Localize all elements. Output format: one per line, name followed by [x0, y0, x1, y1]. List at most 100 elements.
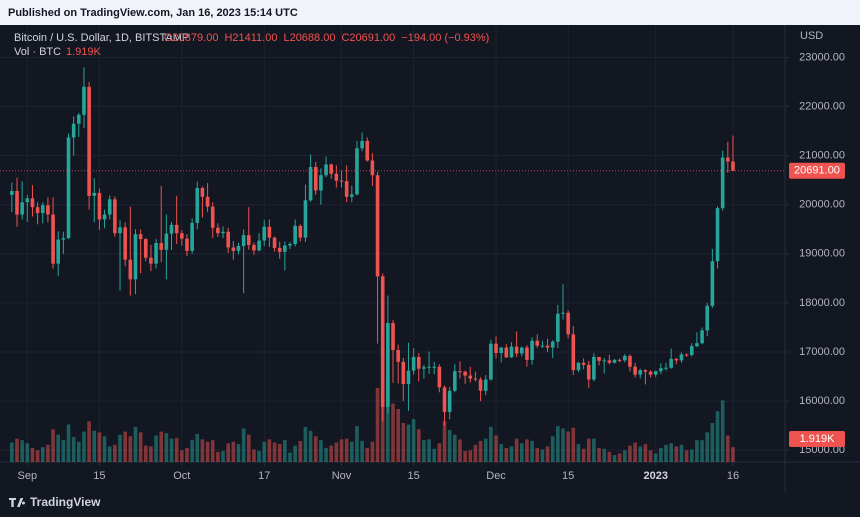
volume-bar — [272, 442, 277, 462]
candle-body — [494, 343, 498, 353]
volume-bar — [344, 438, 349, 462]
volume-bar — [267, 439, 272, 462]
candle-body — [370, 160, 375, 176]
candle-body — [97, 192, 102, 220]
candle-body — [138, 234, 143, 240]
candle-body — [380, 276, 385, 408]
candle-body — [432, 366, 437, 368]
candle-body — [334, 173, 339, 181]
volume-bar — [586, 438, 591, 462]
volume-bar — [10, 442, 14, 462]
candle-body — [329, 164, 334, 174]
candle-body — [25, 198, 30, 203]
candle-body — [540, 345, 545, 347]
candle-body — [442, 387, 447, 412]
volume-bar — [674, 446, 679, 462]
volume-bar — [303, 426, 308, 462]
candle-body — [185, 238, 189, 251]
candle-body — [10, 190, 14, 195]
candle-body — [283, 245, 287, 252]
volume-bar — [509, 446, 514, 462]
volume-bar — [432, 448, 437, 462]
volume-bar — [236, 444, 241, 462]
volume-bar — [731, 447, 735, 462]
candle-body — [344, 181, 349, 197]
volume-bar — [123, 431, 127, 462]
candle-body — [710, 261, 715, 306]
candle-body — [56, 239, 61, 264]
candle-body — [77, 114, 81, 124]
volume-bar — [391, 403, 395, 462]
volume-bar — [97, 432, 102, 462]
volume-bar — [416, 429, 421, 462]
candle-body — [102, 214, 107, 220]
candle-body — [123, 227, 127, 260]
volume-bar — [478, 440, 483, 462]
x-tick-label: 15 — [407, 470, 419, 482]
volume-bar — [118, 434, 122, 462]
candle-body — [319, 175, 323, 191]
volume-bar — [473, 444, 478, 462]
candle-body — [51, 214, 55, 264]
y-tick-label: 23000.00 — [799, 51, 845, 63]
volume-bar — [519, 443, 524, 462]
candle-body — [545, 345, 550, 348]
x-tick-label: Sep — [18, 470, 38, 482]
candle-body — [597, 356, 601, 361]
volume-bar — [597, 447, 601, 462]
candle-body — [66, 137, 71, 239]
legend-value: O20879.00 — [164, 32, 218, 44]
axis-label: USD — [800, 30, 823, 42]
volume-bar — [442, 421, 447, 462]
candle-body — [643, 370, 648, 372]
candle-body — [241, 235, 246, 246]
volume-bar — [483, 438, 488, 462]
candle-body — [401, 361, 406, 384]
volume-bar — [180, 450, 184, 462]
volume-bar — [30, 447, 35, 462]
volume-bar — [46, 444, 50, 462]
y-tick-label: 16000.00 — [799, 395, 845, 407]
volume-bar — [87, 421, 91, 462]
candle-body — [411, 356, 416, 371]
volume-bar — [669, 443, 673, 462]
candle-body — [674, 358, 679, 361]
candle-body — [617, 359, 622, 361]
volume-bar — [545, 446, 550, 462]
volume-bar — [257, 451, 261, 462]
volume-legend: 1.919K — [66, 46, 102, 58]
candle-body — [324, 164, 328, 176]
volume-bar — [628, 445, 632, 462]
candle-body — [190, 222, 194, 251]
candle-body — [478, 379, 483, 391]
volume-bar — [643, 444, 648, 462]
volume-bar — [447, 430, 452, 462]
volume-bar — [154, 435, 158, 462]
volume-bar — [437, 443, 442, 462]
candle-body — [684, 354, 689, 356]
candle-body — [422, 367, 426, 369]
y-tick-label: 22000.00 — [799, 100, 845, 112]
volume-bar — [617, 453, 622, 462]
candle-body — [607, 360, 612, 363]
legend-value: −194.00 (−0.93%) — [401, 32, 489, 44]
volume-bar — [571, 427, 576, 462]
volume-bar — [216, 451, 220, 462]
volume-bar — [56, 434, 61, 462]
candle-body — [257, 240, 261, 251]
candle-body — [689, 346, 694, 355]
candle-body — [720, 157, 725, 209]
labels: 15000.00 16000.00 17000.00 18000.00 19000.00… — [0, 51, 845, 482]
volume-bar — [360, 440, 364, 462]
volume-bar — [684, 450, 689, 462]
volume-bar — [370, 441, 375, 462]
candle-body — [360, 140, 364, 149]
volume-bar — [664, 444, 668, 462]
candle-body — [272, 237, 277, 248]
candle-body — [355, 148, 359, 195]
candle-body — [293, 225, 297, 244]
candle-body — [489, 343, 493, 380]
volume-bar — [185, 447, 189, 462]
candle-body — [313, 166, 318, 191]
